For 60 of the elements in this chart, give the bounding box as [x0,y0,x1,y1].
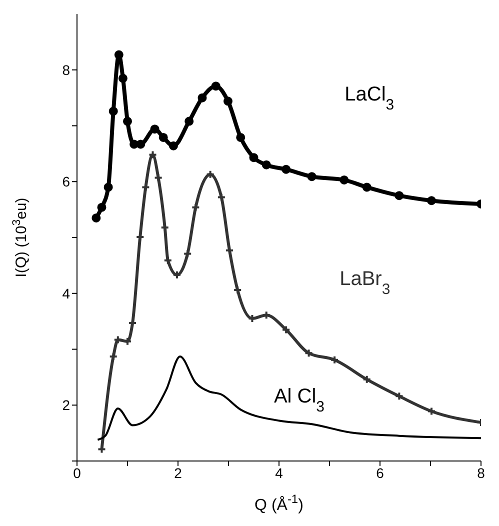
point [154,174,162,182]
point [249,153,258,162]
point [168,141,178,150]
point [92,213,101,222]
point [223,96,232,106]
point [218,194,225,201]
text: LaCl$_{3}$ [344,84,394,114]
line-series [96,356,481,441]
point [104,182,113,192]
point [262,160,271,170]
point [136,140,146,149]
point [184,116,194,126]
y-tick-label: 8 [62,62,70,78]
y-tick-label: 4 [62,285,70,302]
series-label: Al Cl$_{3}$ [274,385,325,415]
point [164,256,172,264]
point [206,170,214,178]
point [192,204,200,211]
point [114,50,124,60]
point [331,356,338,364]
point [98,446,106,453]
point [97,202,106,212]
point [149,151,156,158]
point [211,82,220,91]
point [427,196,436,206]
x-tick-label: 6 [376,464,384,481]
point [123,116,132,126]
y-tick-label: 2 [62,397,70,414]
point [362,182,372,192]
point [428,408,436,415]
point [114,336,122,344]
point [396,392,403,400]
x-tick-label: 2 [174,464,182,481]
x-axis-title: Q (Å$^{-1}$) [254,492,304,514]
text: LaBr$_{3}$ [340,268,390,298]
point [124,338,131,345]
point [307,172,316,182]
point [282,326,290,334]
point [198,93,207,102]
point [363,376,370,383]
point [173,271,180,278]
x-tick-label: 0 [73,464,82,481]
point [150,124,160,134]
point [305,350,312,357]
point [110,353,117,360]
point [282,164,291,174]
point [262,312,270,319]
point [118,74,128,83]
x-tick-label: 8 [477,464,486,481]
point [226,246,234,254]
point [236,132,246,142]
point [184,250,192,258]
x-tick-label: 4 [275,464,284,481]
y-tick-label: 6 [62,174,70,190]
point [234,286,242,294]
point [142,184,150,191]
point [158,132,168,142]
point [108,106,118,116]
point [340,175,349,184]
point [394,191,404,200]
